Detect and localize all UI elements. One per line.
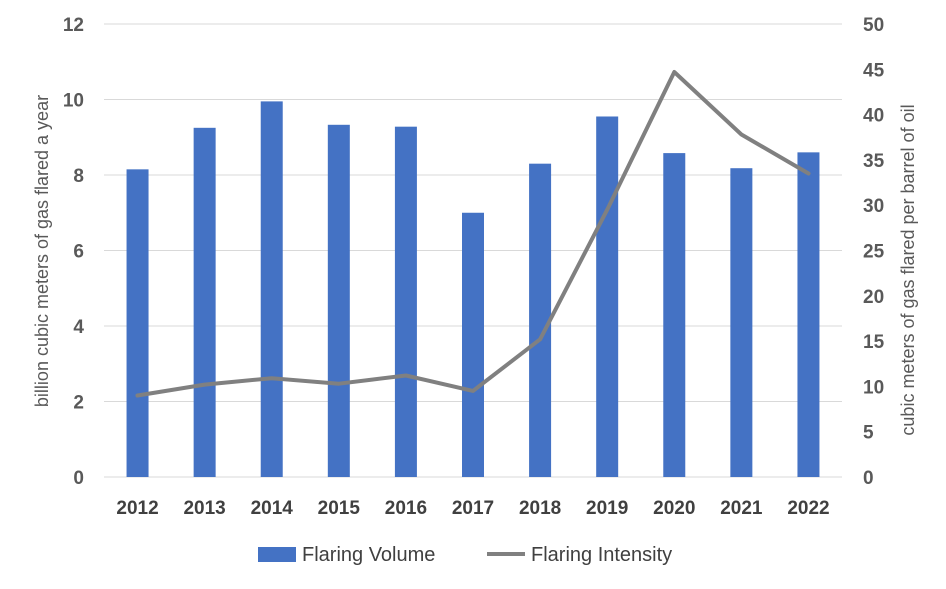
intensity-line-layer xyxy=(135,70,811,398)
legend: Flaring Volume Flaring Intensity xyxy=(258,544,672,566)
x-tick-label: 2012 xyxy=(116,498,158,519)
bar-flaring-volume xyxy=(394,126,417,478)
bar-flaring-volume xyxy=(126,169,149,477)
left-tick-label: 0 xyxy=(73,468,84,489)
bar-flaring-volume xyxy=(260,101,283,477)
left-tick-label: 6 xyxy=(73,242,84,263)
x-tick-label: 2014 xyxy=(251,498,294,519)
bar-flaring-volume xyxy=(327,124,350,477)
x-tick-label: 2016 xyxy=(385,498,427,519)
right-tick-label: 0 xyxy=(863,468,874,489)
x-tick-label: 2021 xyxy=(720,498,763,519)
left-tick-label: 10 xyxy=(63,91,84,112)
right-tick-label: 10 xyxy=(863,377,884,398)
right-tick-label: 35 xyxy=(863,151,885,172)
bar-flaring-volume xyxy=(663,153,686,478)
right-tick-label: 15 xyxy=(863,332,885,353)
x-tick-label: 2018 xyxy=(519,498,561,519)
line-flaring-intensity xyxy=(135,70,811,398)
right-tick-label: 30 xyxy=(863,196,884,217)
left-tick-label: 4 xyxy=(73,317,84,338)
right-axis-ticks: 0 5 10 15 20 25 30 35 40 45 50 xyxy=(863,15,885,489)
x-axis-ticks: 2012 2013 2014 2015 2016 2017 2018 2019 2020 2021… xyxy=(116,498,829,519)
bar-flaring-volume xyxy=(730,168,753,477)
x-tick-label: 2019 xyxy=(586,498,628,519)
left-tick-label: 8 xyxy=(73,166,84,187)
right-tick-label: 20 xyxy=(863,287,884,308)
x-tick-label: 2022 xyxy=(787,498,829,519)
right-tick-label: 25 xyxy=(863,242,885,263)
left-axis-ticks: 0 2 4 6 8 10 12 xyxy=(63,15,85,489)
legend-label-flaring-volume: Flaring Volume xyxy=(302,544,435,566)
left-tick-label: 12 xyxy=(63,15,84,36)
right-tick-label: 5 xyxy=(863,423,874,444)
legend-label-flaring-intensity: Flaring Intensity xyxy=(531,544,672,566)
x-tick-label: 2020 xyxy=(653,498,695,519)
x-tick-label: 2013 xyxy=(183,498,225,519)
left-tick-label: 2 xyxy=(73,393,84,414)
x-tick-label: 2015 xyxy=(318,498,361,519)
x-tick-label: 2017 xyxy=(452,498,494,519)
bar-flaring-volume xyxy=(596,116,619,478)
right-axis-title: cubic meters of gas flared per barrel of… xyxy=(898,104,918,435)
bars xyxy=(126,101,820,478)
legend-swatch-flaring-volume xyxy=(258,547,296,562)
right-tick-label: 50 xyxy=(863,15,884,36)
bar-flaring-volume xyxy=(462,212,484,477)
right-tick-label: 45 xyxy=(863,60,885,81)
left-axis-title: billion cubic meters of gas flared a yea… xyxy=(32,95,52,407)
bar-flaring-volume xyxy=(529,163,552,478)
right-tick-label: 40 xyxy=(863,106,884,127)
bar-flaring-volume xyxy=(797,152,820,477)
bar-flaring-volume xyxy=(193,127,216,477)
